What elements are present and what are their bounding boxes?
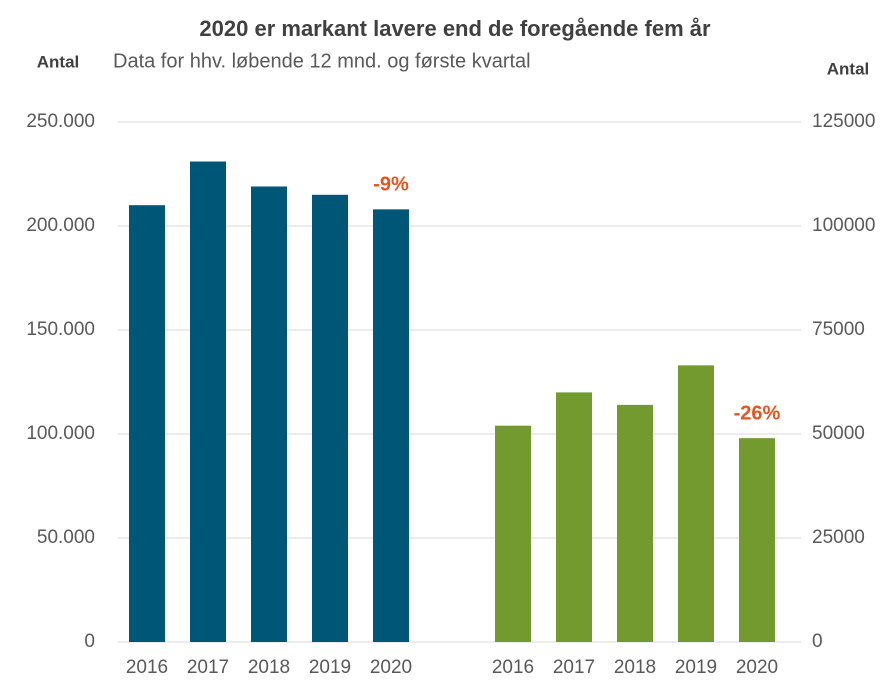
- x-tick-label: 2018: [614, 657, 656, 678]
- bar: [129, 205, 165, 642]
- bar: [556, 392, 592, 642]
- y2-tick-label: 100000: [812, 215, 875, 236]
- y2-tick-label: 25000: [812, 527, 865, 548]
- annotation: -26%: [734, 402, 781, 424]
- y2-axis-label: Antal: [827, 59, 870, 78]
- x-tick-label: 2016: [126, 657, 168, 678]
- y2-tick-label: 75000: [812, 319, 865, 340]
- x-tick-label: 2020: [370, 657, 412, 678]
- x-tick-label: 2018: [248, 657, 290, 678]
- y-axis-label: Antal: [37, 52, 80, 71]
- x-tick-label: 2019: [675, 657, 717, 678]
- y-tick-label: 250.000: [26, 111, 95, 132]
- x-tick-label: 2020: [736, 657, 778, 678]
- chart-subtitle: Data for hhv. løbende 12 mnd. og første …: [113, 50, 531, 72]
- y-tick-label: 50.000: [37, 527, 95, 548]
- bar: [251, 186, 287, 643]
- bar: [617, 404, 653, 642]
- bar: [495, 425, 531, 642]
- x-tick-label: 2017: [553, 657, 595, 678]
- bar: [373, 209, 409, 643]
- bar: [190, 161, 226, 642]
- y2-tick-label: 50000: [812, 423, 865, 444]
- chart-title: 2020 er markant lavere end de foregående…: [199, 16, 711, 41]
- y-tick-label: 150.000: [26, 319, 95, 340]
- bar: [312, 194, 348, 643]
- y2-tick-label: 0: [812, 631, 823, 652]
- annotation: -9%: [373, 174, 409, 196]
- x-tick-label: 2017: [187, 657, 229, 678]
- y-tick-label: 200.000: [26, 215, 95, 236]
- bar: [739, 438, 775, 642]
- bar: [678, 365, 714, 642]
- x-tick-label: 2016: [492, 657, 534, 678]
- y-tick-label: 0: [84, 631, 95, 652]
- y2-tick-label: 125000: [812, 111, 875, 132]
- x-tick-label: 2019: [309, 657, 351, 678]
- y-tick-label: 100.000: [26, 423, 95, 444]
